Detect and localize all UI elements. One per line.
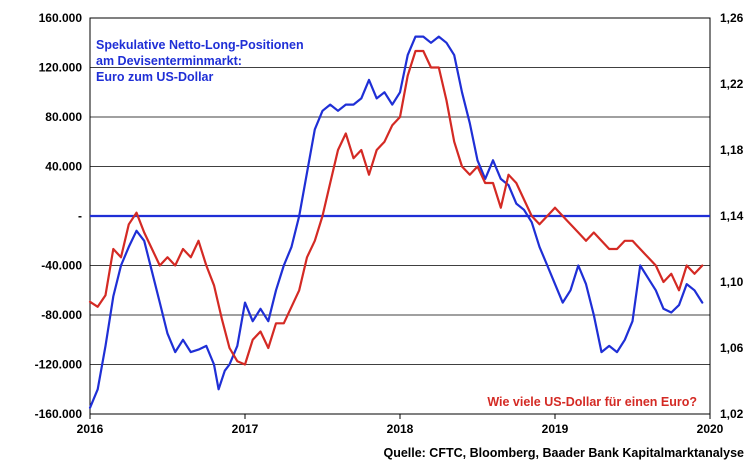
x-axis-labels: 2016 2017 2018 2019 2020 xyxy=(77,414,724,436)
blue-annotation-line-1: Spekulative Netto-Long-Positionen xyxy=(96,38,304,52)
left-axis-labels: 160.000 120.000 80.000 40.000 - -40.000 -80.00… xyxy=(35,11,83,421)
x-tick-label: 2018 xyxy=(387,422,414,436)
x-tick-label: 2019 xyxy=(542,422,569,436)
left-tick-label: 80.000 xyxy=(45,110,82,124)
left-tick-label: -40.000 xyxy=(41,259,82,273)
blue-series-line xyxy=(88,35,704,409)
left-tick-label: 120.000 xyxy=(39,61,83,75)
x-tick-label: 2020 xyxy=(697,422,724,436)
left-tick-label: -80.000 xyxy=(41,308,82,322)
series-layer xyxy=(88,35,704,409)
left-tick-label: - xyxy=(78,209,82,223)
left-tick-label: -120.000 xyxy=(35,358,83,372)
right-tick-label: 1,22 xyxy=(720,77,744,91)
right-axis-labels: 1,26 1,22 1,18 1,14 1,10 1,06 1,02 xyxy=(720,11,744,421)
blue-annotation-line-3: Euro zum US-Dollar xyxy=(96,70,214,84)
right-tick-label: 1,14 xyxy=(720,209,744,223)
x-tick-label: 2016 xyxy=(77,422,104,436)
left-tick-label: 40.000 xyxy=(45,160,82,174)
right-tick-label: 1,18 xyxy=(720,143,744,157)
blue-annotation-line-2: am Devisenterminmarkt: xyxy=(96,54,242,68)
red-annotation: Wie viele US-Dollar für einen Euro? xyxy=(487,395,697,409)
right-tick-label: 1,26 xyxy=(720,11,744,25)
right-tick-label: 1,06 xyxy=(720,341,744,355)
left-tick-label: -160.000 xyxy=(35,407,83,421)
right-tick-label: 1,10 xyxy=(720,275,744,289)
right-tick-label: 1,02 xyxy=(720,407,744,421)
red-series-line xyxy=(88,49,704,366)
x-tick-label: 2017 xyxy=(232,422,259,436)
source-note: Quelle: CFTC, Bloomberg, Baader Bank Kap… xyxy=(383,446,744,460)
left-tick-label: 160.000 xyxy=(39,11,83,25)
